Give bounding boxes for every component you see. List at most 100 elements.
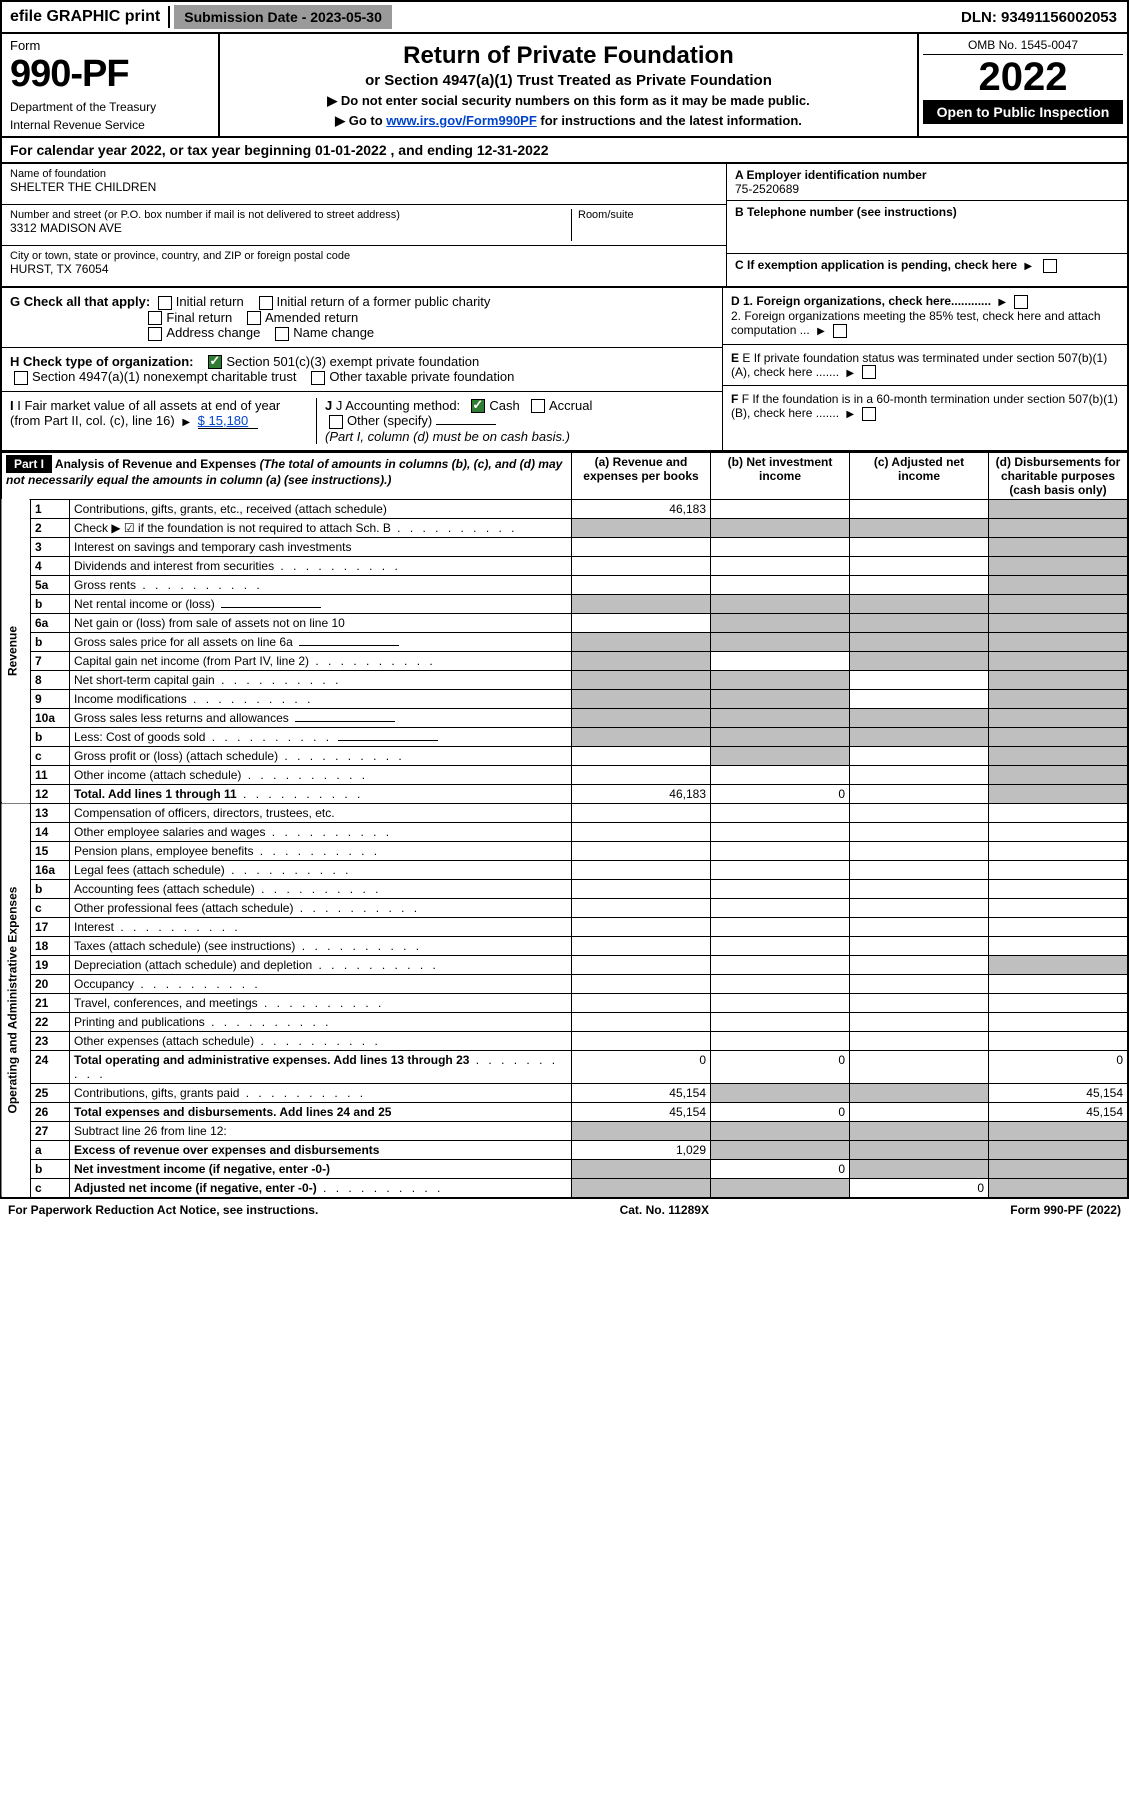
line-number: 1 xyxy=(31,499,70,518)
cell-a xyxy=(572,708,711,727)
cell-c xyxy=(850,784,989,803)
line-number: 3 xyxy=(31,537,70,556)
table-row: Revenue1Contributions, gifts, grants, et… xyxy=(1,499,1128,518)
table-row: 18Taxes (attach schedule) (see instructi… xyxy=(1,936,1128,955)
cell-b xyxy=(711,974,850,993)
cell-d xyxy=(989,784,1129,803)
line-description: Subtract line 26 from line 12: xyxy=(70,1121,572,1140)
cell-a: 0 xyxy=(572,1050,711,1083)
checkbox-c[interactable] xyxy=(1043,259,1057,273)
checkbox-other-taxable[interactable] xyxy=(311,371,325,385)
checkbox-amended[interactable] xyxy=(247,311,261,325)
cell-d xyxy=(989,651,1129,670)
checkbox-final-return[interactable] xyxy=(148,311,162,325)
table-row: 23Other expenses (attach schedule) xyxy=(1,1031,1128,1050)
page-footer: For Paperwork Reduction Act Notice, see … xyxy=(0,1199,1129,1221)
cell-a xyxy=(572,727,711,746)
calendar-year-row: For calendar year 2022, or tax year begi… xyxy=(0,138,1129,164)
checkbox-d2[interactable] xyxy=(833,324,847,338)
line-description: Capital gain net income (from Part IV, l… xyxy=(70,651,572,670)
cell-b xyxy=(711,537,850,556)
cell-d xyxy=(989,518,1129,537)
table-row: bNet investment income (if negative, ent… xyxy=(1,1159,1128,1178)
line-number: b xyxy=(31,1159,70,1178)
checkbox-other-method[interactable] xyxy=(329,415,343,429)
line-description: Taxes (attach schedule) (see instruction… xyxy=(70,936,572,955)
cell-a xyxy=(572,613,711,632)
cell-a xyxy=(572,1012,711,1031)
checks-block: G Check all that apply: Initial return I… xyxy=(0,288,1129,452)
cell-a xyxy=(572,917,711,936)
cell-b xyxy=(711,841,850,860)
line-number: b xyxy=(31,594,70,613)
line-number: 20 xyxy=(31,974,70,993)
arrow-icon xyxy=(846,406,854,420)
checkbox-initial-former[interactable] xyxy=(259,296,273,310)
cell-d xyxy=(989,1140,1129,1159)
cell-d: 45,154 xyxy=(989,1083,1129,1102)
line-description: Accounting fees (attach schedule) xyxy=(70,879,572,898)
table-row: cAdjusted net income (if negative, enter… xyxy=(1,1178,1128,1198)
line-description: Contributions, gifts, grants, etc., rece… xyxy=(70,499,572,518)
checkbox-d1[interactable] xyxy=(1014,295,1028,309)
checkbox-initial-return[interactable] xyxy=(158,296,172,310)
cell-c xyxy=(850,822,989,841)
cell-d xyxy=(989,537,1129,556)
line-description: Interest on savings and temporary cash i… xyxy=(70,537,572,556)
irs-link[interactable]: www.irs.gov/Form990PF xyxy=(386,113,537,128)
cell-a xyxy=(572,955,711,974)
cell-b xyxy=(711,632,850,651)
checkbox-f[interactable] xyxy=(862,407,876,421)
line-number: 18 xyxy=(31,936,70,955)
cell-d xyxy=(989,670,1129,689)
checkbox-501c3[interactable] xyxy=(208,355,222,369)
cell-b xyxy=(711,765,850,784)
cell-a: 45,154 xyxy=(572,1083,711,1102)
form-note-2: ▶ Go to www.irs.gov/Form990PF for instru… xyxy=(228,113,909,129)
checkbox-accrual[interactable] xyxy=(531,399,545,413)
line-description: Total expenses and disbursements. Add li… xyxy=(70,1102,572,1121)
ein-row: A Employer identification number 75-2520… xyxy=(727,164,1127,201)
line-number: 25 xyxy=(31,1083,70,1102)
side-label: Revenue xyxy=(1,499,31,803)
cell-c xyxy=(850,689,989,708)
table-row: 27Subtract line 26 from line 12: xyxy=(1,1121,1128,1140)
header-left: Form 990-PF Department of the Treasury I… xyxy=(2,34,220,136)
cell-c xyxy=(850,955,989,974)
line-number: c xyxy=(31,746,70,765)
cell-b xyxy=(711,898,850,917)
col-c-header: (c) Adjusted net income xyxy=(850,452,989,499)
cell-a xyxy=(572,575,711,594)
cell-c xyxy=(850,898,989,917)
checkbox-cash[interactable] xyxy=(471,399,485,413)
table-row: aExcess of revenue over expenses and dis… xyxy=(1,1140,1128,1159)
checkbox-address-change[interactable] xyxy=(148,327,162,341)
cell-c xyxy=(850,879,989,898)
cell-a xyxy=(572,1178,711,1198)
cell-c xyxy=(850,575,989,594)
checkbox-e[interactable] xyxy=(862,365,876,379)
line-description: Pension plans, employee benefits xyxy=(70,841,572,860)
cell-c xyxy=(850,1140,989,1159)
cell-d xyxy=(989,841,1129,860)
section-f: F F If the foundation is in a 60-month t… xyxy=(723,386,1127,427)
checkbox-name-change[interactable] xyxy=(275,327,289,341)
cell-c xyxy=(850,860,989,879)
omb-number: OMB No. 1545-0047 xyxy=(923,36,1123,55)
line-description: Other employee salaries and wages xyxy=(70,822,572,841)
cell-c xyxy=(850,537,989,556)
checkbox-4947a1[interactable] xyxy=(14,371,28,385)
cell-a xyxy=(572,879,711,898)
cell-b xyxy=(711,955,850,974)
line-description: Travel, conferences, and meetings xyxy=(70,993,572,1012)
fmv-value[interactable]: $ 15,180 xyxy=(198,413,258,429)
cell-d xyxy=(989,689,1129,708)
line-number: 8 xyxy=(31,670,70,689)
dept-treasury: Department of the Treasury xyxy=(10,100,210,114)
header-right: OMB No. 1545-0047 2022 Open to Public In… xyxy=(917,34,1127,136)
line-number: a xyxy=(31,1140,70,1159)
cell-b xyxy=(711,803,850,822)
line-number: b xyxy=(31,632,70,651)
cell-b xyxy=(711,1012,850,1031)
section-h: H Check type of organization: Section 50… xyxy=(2,348,722,392)
